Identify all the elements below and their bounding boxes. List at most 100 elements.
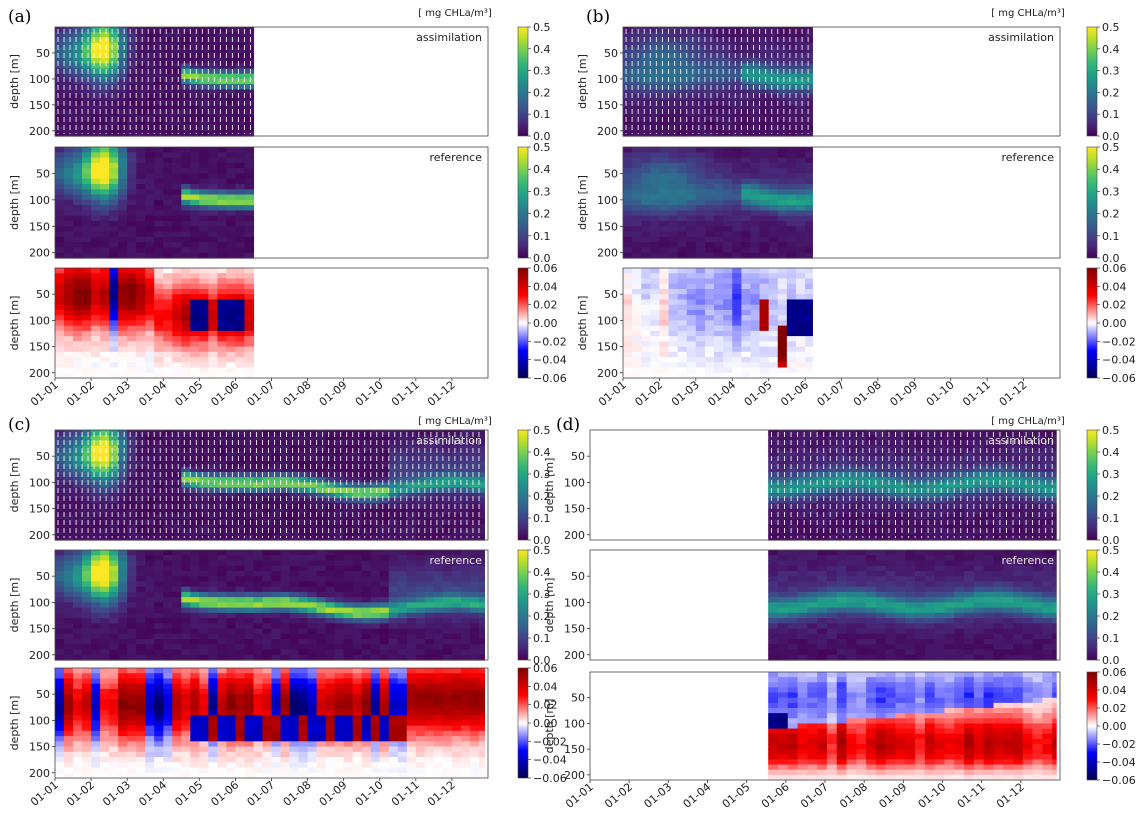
- heatmap-cell: [217, 283, 227, 290]
- heatmap-cell: [316, 570, 327, 577]
- heatmap-cell: [768, 278, 779, 285]
- heatmap-cell: [154, 623, 164, 630]
- panel-group-b: (b)[ mg CHLa/m³]: [586, 7, 1065, 27]
- heatmap-cell: [695, 362, 706, 369]
- heatmap-cell: [795, 84, 806, 90]
- y-axis-label: depth [m]: [576, 54, 589, 109]
- heatmap-cell: [777, 226, 788, 233]
- heatmap-cell: [172, 602, 182, 609]
- y-tick-label: 200: [29, 529, 50, 542]
- heatmap-cell: [145, 32, 155, 38]
- heatmap-cell: [750, 294, 761, 301]
- heatmap-cell: [379, 508, 390, 515]
- heatmap-cell: [750, 215, 761, 222]
- heatmap-cell: [55, 89, 65, 96]
- heatmap-cell: [433, 565, 444, 572]
- heatmap-cell: [154, 309, 164, 316]
- heatmap-cell: [91, 210, 101, 217]
- heatmap-cell: [289, 456, 300, 463]
- heatmap-cell: [723, 63, 733, 70]
- heatmap-cell: [226, 94, 237, 101]
- heatmap-cell: [172, 63, 182, 70]
- heatmap-cell: [163, 633, 173, 640]
- heatmap-cell: [777, 304, 788, 311]
- heatmap-cell: [64, 357, 74, 363]
- heatmap-cell: [145, 498, 155, 504]
- heatmap-cell: [55, 513, 65, 520]
- heatmap-cell: [190, 32, 200, 38]
- heatmap-cell: [668, 115, 679, 122]
- heatmap-cell: [208, 221, 218, 227]
- heatmap-cell: [100, 84, 110, 90]
- heatmap-cell: [91, 184, 101, 190]
- heatmap-cell: [109, 466, 119, 473]
- heatmap-cell: [659, 242, 670, 249]
- heatmap-cell: [145, 268, 155, 274]
- heatmap-cell: [64, 215, 74, 222]
- heatmap-cell: [64, 89, 74, 96]
- heatmap-cell: [388, 618, 399, 624]
- heatmap-cell: [786, 199, 797, 206]
- heatmap-cell: [361, 628, 372, 635]
- heatmap-cell: [768, 157, 779, 164]
- heatmap-cell: [217, 47, 227, 54]
- heatmap-cell: [325, 498, 336, 504]
- heatmap-cell: [795, 89, 806, 96]
- heatmap-cell: [370, 570, 381, 577]
- heatmap-cell: [695, 68, 706, 75]
- heatmap-cell: [55, 524, 65, 531]
- heatmap-cell: [732, 104, 742, 111]
- heatmap-cell: [704, 130, 715, 137]
- heatmap-cell: [82, 99, 92, 106]
- heatmap-cell: [100, 273, 110, 280]
- heatmap-cell: [714, 125, 724, 132]
- heatmap-cell: [154, 430, 164, 436]
- heatmap-cell: [741, 68, 752, 75]
- heatmap-cell: [623, 63, 633, 70]
- heatmap-cell: [172, 325, 182, 332]
- heatmap-cell: [406, 612, 417, 619]
- heatmap-cell: [172, 94, 182, 101]
- heatmap-cell: [172, 73, 182, 80]
- colorbar-tick-label: 0.1: [533, 230, 551, 243]
- heatmap-cell: [73, 247, 83, 254]
- heatmap-cell: [732, 320, 742, 327]
- heatmap-cell: [91, 320, 101, 327]
- heatmap-cell: [244, 120, 255, 127]
- heatmap-cell: [289, 508, 300, 515]
- heatmap-cell: [64, 607, 74, 614]
- heatmap-cell: [154, 125, 164, 132]
- heatmap-cell: [64, 110, 74, 116]
- heatmap-cell: [704, 58, 715, 64]
- heatmap-cell: [786, 367, 797, 374]
- heatmap-cell: [73, 210, 83, 217]
- heatmap-cell: [64, 283, 74, 290]
- heatmap-cell: [298, 607, 309, 614]
- heatmap-cell: [777, 351, 788, 358]
- heatmap-cell: [100, 639, 110, 645]
- heatmap-cell: [64, 351, 74, 358]
- heatmap-cell: [370, 445, 381, 452]
- heatmap-cell: [768, 268, 779, 274]
- heatmap-cell: [370, 430, 381, 436]
- heatmap-cell: [199, 47, 209, 54]
- heatmap-cell: [723, 330, 733, 337]
- heatmap-cell: [695, 367, 706, 374]
- heatmap-cell: [208, 162, 218, 169]
- heatmap-cell: [91, 508, 101, 515]
- heatmap-cell: [64, 435, 74, 442]
- heatmap-cell: [677, 58, 688, 64]
- heatmap-cell: [199, 644, 209, 651]
- heatmap-cell: [686, 162, 697, 169]
- heatmap-cell: [253, 503, 264, 510]
- heatmap-cell: [325, 649, 336, 656]
- heatmap-cell: [91, 147, 101, 153]
- heatmap-cell: [424, 612, 435, 619]
- heatmap-cell: [723, 189, 733, 196]
- heatmap-cell: [704, 221, 715, 227]
- heatmap-cell: [750, 63, 761, 70]
- heatmap-cell: [668, 89, 679, 96]
- heatmap-cell: [768, 304, 779, 311]
- heatmap-cell: [714, 315, 724, 321]
- heatmap-cell: [307, 524, 318, 531]
